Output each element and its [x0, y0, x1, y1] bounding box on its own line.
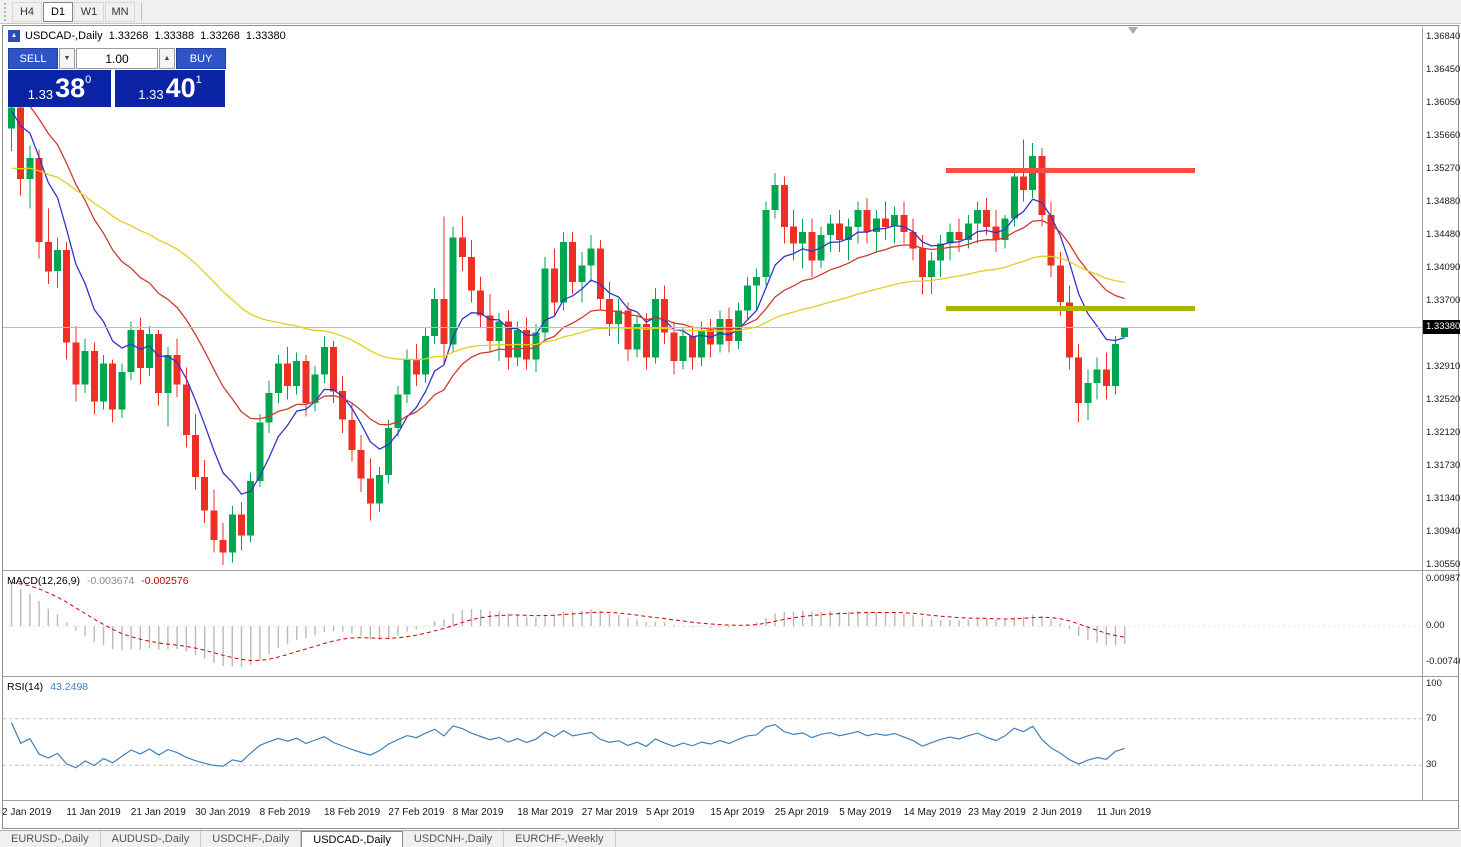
pane-separator [3, 800, 1458, 801]
date-axis-label: 23 May 2019 [968, 807, 1026, 818]
rsi-axis-label: 100 [1426, 678, 1442, 689]
date-axis-label: 2 Jun 2019 [1032, 807, 1082, 818]
main-chart-canvas[interactable] [3, 27, 1422, 570]
rsi-axis-label: 70 [1426, 712, 1437, 724]
chart-tab-usdcnh-daily[interactable]: USDCNH-,Daily [403, 831, 505, 847]
sell-price-base: 1.33 [27, 87, 54, 102]
price-axis-label: 1.30550 [1426, 558, 1460, 570]
rsi-label-row: RSI(14) 43.2498 [7, 681, 88, 693]
price-scale-column[interactable]: 1.33380 1.36840 1.36450 1.36050 1.35660 1.35… [1423, 27, 1460, 800]
current-price-tag: 1.33380 [1423, 320, 1460, 335]
timeframe-toolbar: H4 D1 W1 MN [0, 0, 1461, 24]
one-click-trading-toggle[interactable]: ▲ [8, 30, 20, 42]
date-axis-label: 21 Jan 2019 [130, 807, 186, 818]
symbol-title: USDCAD-,Daily [25, 30, 103, 42]
symbol-header: ▲ USDCAD-,Daily 1.33268 1.33388 1.33268 … [8, 30, 292, 42]
price-axis-label: 1.31340 [1426, 492, 1460, 504]
timeframe-button-w1[interactable]: W1 [74, 1, 104, 22]
one-click-trading-panel: SELL ▼ ▲ BUY 1.33 38 0 1.33 40 1 [8, 48, 226, 107]
volume-decrease-button[interactable]: ▼ [59, 48, 75, 69]
date-axis-label: 2 Jan 2019 [3, 807, 52, 818]
rsi-axis-label: 30 [1426, 759, 1437, 771]
pane-separator[interactable] [3, 570, 1458, 571]
buy-price-panel[interactable]: 1.33 40 1 [115, 70, 225, 107]
chart-shift-marker[interactable] [1128, 27, 1138, 34]
chart-tabs-bar: EURUSD-,Daily AUDUSD-,Daily USDCHF-,Daily U… [0, 830, 1461, 847]
buy-price-big: 40 [165, 73, 196, 103]
chart-tab-usdchf-daily[interactable]: USDCHF-,Daily [201, 831, 302, 847]
macd-label: MACD(12,26,9) [7, 575, 80, 587]
price-axis-label: 1.36840 [1426, 31, 1460, 43]
rsi-indicator-canvas[interactable] [3, 678, 1422, 800]
date-axis-label: 5 Apr 2019 [646, 807, 695, 818]
macd-axis-label: -0.007461 [1426, 655, 1460, 667]
price-axis-label: 1.32120 [1426, 427, 1460, 439]
date-axis-label: 27 Mar 2019 [581, 807, 638, 818]
buy-button[interactable]: BUY [176, 48, 226, 69]
price-axis-label: 1.34880 [1426, 195, 1460, 207]
sell-button[interactable]: SELL [8, 48, 58, 69]
date-axis-label: 25 Apr 2019 [774, 807, 829, 818]
current-price-line [3, 327, 1422, 328]
buy-price-sup: 1 [195, 74, 202, 86]
date-axis-label: 8 Mar 2019 [452, 807, 504, 818]
toolbar-grip[interactable] [4, 2, 8, 21]
resistance-line[interactable] [946, 168, 1195, 173]
macd-label-row: MACD(12,26,9) -0.003674 -0.002576 [7, 575, 189, 587]
timeframe-button-mn[interactable]: MN [105, 1, 135, 22]
ohlc-open: 1.33268 [108, 30, 149, 42]
pane-separator[interactable] [3, 676, 1458, 677]
chart-tab-usdcad-daily[interactable]: USDCAD-,Daily [301, 831, 403, 847]
date-axis-label: 8 Feb 2019 [259, 807, 311, 818]
tabs-filler [616, 831, 1461, 847]
date-axis-label: 30 Jan 2019 [195, 807, 251, 818]
ohlc-low: 1.33268 [200, 30, 240, 42]
date-axis-label: 18 Feb 2019 [324, 807, 381, 818]
sell-price-big: 38 [55, 73, 86, 103]
price-axis-label: 1.31730 [1426, 459, 1460, 471]
price-axis-label: 1.32520 [1426, 393, 1460, 405]
date-axis-label: 18 Mar 2019 [517, 807, 574, 818]
date-axis-label: 11 Jan 2019 [66, 807, 121, 818]
chart-tab-eurchf-weekly[interactable]: EURCHF-,Weekly [504, 831, 616, 847]
ohlc-high: 1.33388 [154, 30, 195, 42]
timeframe-button-d1[interactable]: D1 [43, 1, 73, 22]
rsi-label: RSI(14) [7, 681, 44, 693]
sell-price-sup: 0 [85, 74, 92, 86]
date-axis-label: 27 Feb 2019 [388, 807, 445, 818]
macd-axis-label: 0.00 [1426, 620, 1445, 632]
price-axis-label: 1.35270 [1426, 162, 1460, 174]
volume-input[interactable] [76, 48, 158, 69]
date-axis[interactable]: 2 Jan 2019 11 Jan 2019 21 Jan 2019 30 Jan 2… [3, 801, 1422, 828]
chart-tab-audusd-daily[interactable]: AUDUSD-,Daily [101, 831, 202, 847]
volume-increase-button[interactable]: ▲ [159, 48, 175, 69]
price-axis-label: 1.36450 [1426, 63, 1460, 75]
timeframe-group: H4 D1 W1 MN [12, 1, 136, 22]
price-axis-label: 1.34480 [1426, 229, 1460, 241]
price-axis-label: 1.36050 [1426, 97, 1460, 109]
support-line[interactable] [946, 306, 1195, 312]
price-axis-label: 1.32910 [1426, 360, 1460, 372]
price-axis-label: 1.30940 [1426, 526, 1460, 538]
sell-price-panel[interactable]: 1.33 38 0 [8, 70, 111, 107]
date-axis-label: 14 May 2019 [903, 807, 962, 818]
price-axis-label: 1.35660 [1426, 130, 1460, 142]
macd-signal-value: -0.002576 [141, 575, 189, 587]
timeframe-button-h4[interactable]: H4 [12, 1, 42, 22]
macd-indicator-canvas[interactable] [3, 573, 1422, 676]
chart-tab-eurusd-daily[interactable]: EURUSD-,Daily [0, 831, 101, 847]
macd-value: -0.003674 [86, 575, 135, 587]
toolbar-separator [141, 2, 142, 21]
price-axis-label: 1.34090 [1426, 261, 1460, 273]
date-axis-label: 15 Apr 2019 [710, 807, 765, 818]
macd-axis-label: 0.009874 [1426, 573, 1460, 585]
buy-price-base: 1.33 [138, 87, 164, 102]
axis-divider [1422, 27, 1423, 800]
date-axis-label: 5 May 2019 [839, 807, 892, 818]
date-axis-label: 11 Jun 2019 [1096, 807, 1152, 818]
ohlc-close: 1.33380 [245, 30, 286, 42]
rsi-value: 43.2498 [50, 681, 89, 693]
price-axis-label: 1.33700 [1426, 294, 1460, 306]
